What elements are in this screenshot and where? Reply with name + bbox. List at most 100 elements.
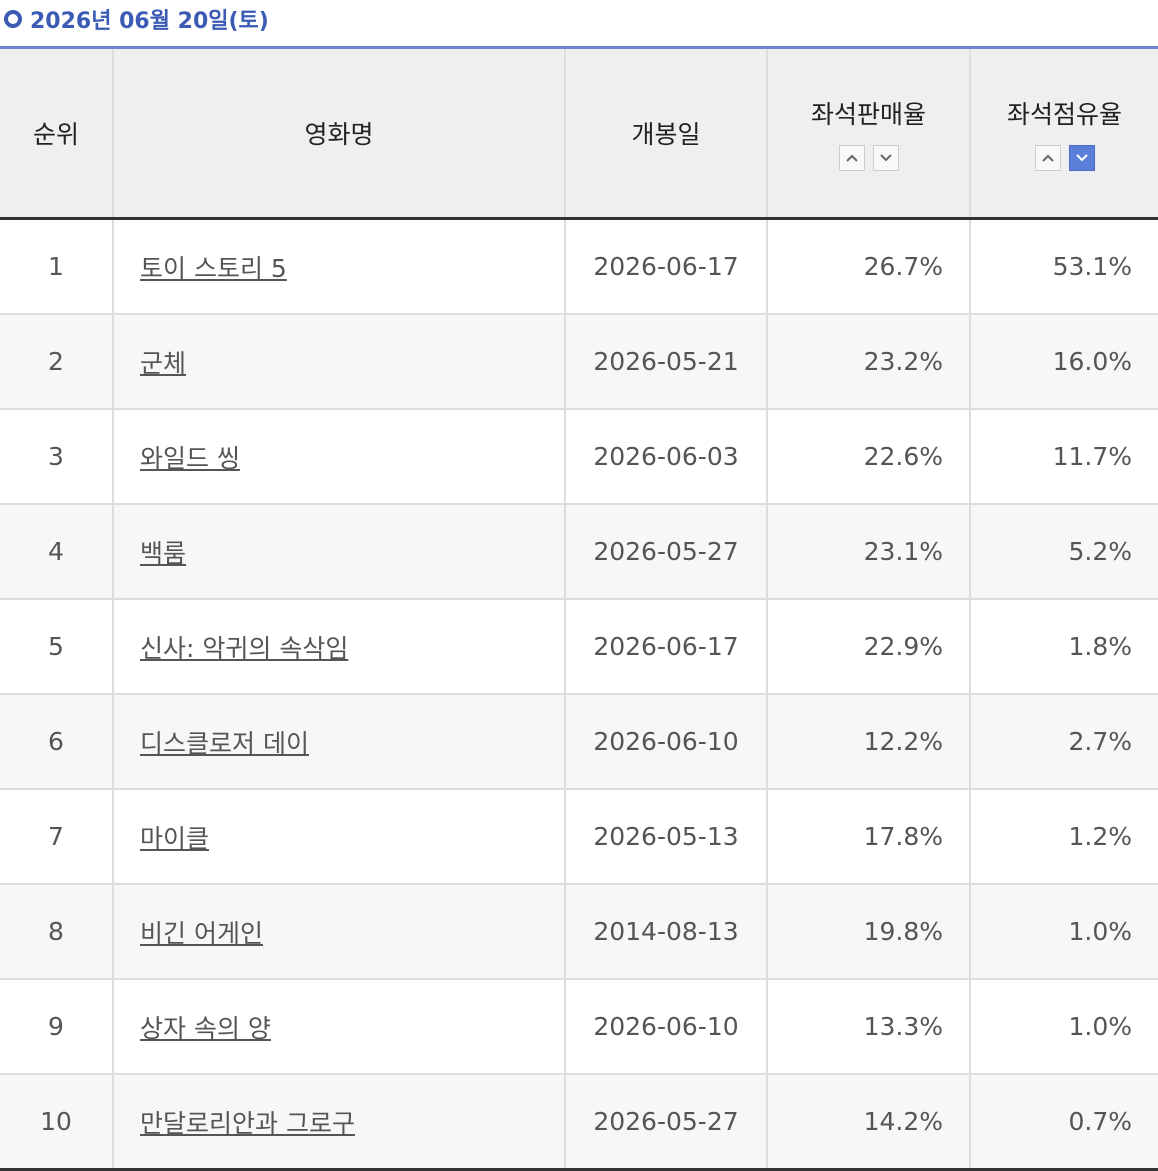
- table-cell: 7: [0, 790, 114, 883]
- header-text: 순위: [32, 120, 79, 149]
- cell-text: 2026-05-27: [593, 1107, 739, 1136]
- cell-text: 19.8%: [863, 917, 943, 946]
- table-row: 6 디스클로저 데이 2026-06-10 12.2% 2.7%: [0, 695, 1158, 790]
- movie-link[interactable]: 와일드 씽: [140, 443, 240, 473]
- bullet-icon: [4, 10, 22, 28]
- header-text: 좌석점유율: [1006, 100, 1122, 129]
- date-heading: 2026년 06월 20일(토): [0, 0, 1158, 46]
- table-cell: 5.2%: [971, 505, 1158, 598]
- table-cell: 5: [0, 600, 114, 693]
- header-cell: 영화명: [114, 49, 566, 217]
- sort-desc[interactable]: [872, 145, 899, 171]
- cell-text: 2026-05-21: [593, 347, 739, 376]
- table-cell: 상자 속의 양: [114, 980, 566, 1073]
- table-cell: 23.2%: [768, 315, 971, 408]
- movie-link[interactable]: 백룸: [140, 538, 187, 568]
- cell-text: 7: [48, 822, 64, 851]
- header-cell: 좌석점유율: [971, 49, 1158, 217]
- table-cell: 19.8%: [768, 885, 971, 978]
- table-cell: 2026-06-17: [566, 600, 768, 693]
- table-cell: 2026-05-27: [566, 505, 768, 598]
- sort-asc[interactable]: [1034, 145, 1061, 171]
- cell-text: 1.0%: [1068, 1012, 1132, 1041]
- header-text: 영화명: [304, 120, 374, 149]
- table-cell: 1: [0, 220, 114, 313]
- cell-text: 2026-06-17: [593, 252, 739, 281]
- table-cell: 2026-06-17: [566, 220, 768, 313]
- cell-text: 14.2%: [863, 1107, 943, 1136]
- sort-asc[interactable]: [838, 145, 865, 171]
- table-cell: 마이클: [114, 790, 566, 883]
- cell-text: 23.1%: [863, 537, 943, 566]
- table-cell: 9: [0, 980, 114, 1073]
- header-text: 개봉일: [631, 120, 701, 149]
- cell-text: 2026-06-10: [593, 1012, 739, 1041]
- down-icon: [1075, 154, 1088, 162]
- cell-text: 1.0%: [1068, 917, 1132, 946]
- sort-desc-active[interactable]: [1068, 145, 1095, 171]
- table-row: 2 군체 2026-05-21 23.2% 16.0%: [0, 315, 1158, 410]
- table-cell: 디스클로저 데이: [114, 695, 566, 788]
- cell-text: 5.2%: [1068, 537, 1132, 566]
- cell-text: 1.2%: [1068, 822, 1132, 851]
- header-cell: 순위: [0, 49, 114, 217]
- table-cell: 2014-08-13: [566, 885, 768, 978]
- up-icon: [1041, 154, 1054, 162]
- cell-text: 26.7%: [863, 252, 943, 281]
- cell-text: 11.7%: [1052, 442, 1132, 471]
- table-cell: 2: [0, 315, 114, 408]
- table-cell: 와일드 씽: [114, 410, 566, 503]
- table-cell: 만달로리안과 그로구: [114, 1075, 566, 1168]
- cell-text: 9: [48, 1012, 64, 1041]
- cell-text: 6: [48, 727, 64, 756]
- table-row: 10 만달로리안과 그로구 2026-05-27 14.2% 0.7%: [0, 1075, 1158, 1171]
- table-row: 9 상자 속의 양 2026-06-10 13.3% 1.0%: [0, 980, 1158, 1075]
- cell-text: 2.7%: [1068, 727, 1132, 756]
- table-row: 5 신사: 악귀의 속삭임 2026-06-17 22.9% 1.8%: [0, 600, 1158, 695]
- table-cell: 비긴 어게인: [114, 885, 566, 978]
- table-cell: 2026-05-21: [566, 315, 768, 408]
- table-cell: 53.1%: [971, 220, 1158, 313]
- table-cell: 6: [0, 695, 114, 788]
- movie-link[interactable]: 비긴 어게인: [140, 918, 263, 948]
- movie-link[interactable]: 상자 속의 양: [140, 1013, 271, 1043]
- cell-text: 17.8%: [863, 822, 943, 851]
- table-cell: 14.2%: [768, 1075, 971, 1168]
- table-cell: 17.8%: [768, 790, 971, 883]
- table-cell: 백룸: [114, 505, 566, 598]
- movie-link[interactable]: 마이클: [140, 823, 210, 853]
- table-cell: 13.3%: [768, 980, 971, 1073]
- table-cell: 신사: 악귀의 속삭임: [114, 600, 566, 693]
- table-cell: 1.2%: [971, 790, 1158, 883]
- up-icon: [845, 154, 858, 162]
- table-cell: 22.6%: [768, 410, 971, 503]
- cell-text: 12.2%: [863, 727, 943, 756]
- header-cell: 개봉일: [566, 49, 768, 217]
- table-cell: 1.0%: [971, 980, 1158, 1073]
- cell-text: 2026-06-03: [593, 442, 739, 471]
- cell-text: 13.3%: [863, 1012, 943, 1041]
- cell-text: 4: [48, 537, 64, 566]
- divider: [0, 46, 1158, 49]
- table-cell: 26.7%: [768, 220, 971, 313]
- sort-buttons: [1034, 145, 1095, 171]
- table-cell: 3: [0, 410, 114, 503]
- movie-link[interactable]: 디스클로저 데이: [140, 728, 309, 758]
- movie-link[interactable]: 군체: [140, 348, 187, 378]
- movie-link[interactable]: 토이 스토리 5: [140, 253, 287, 283]
- cell-text: 5: [48, 632, 64, 661]
- header-cell: 좌석판매율: [768, 49, 971, 217]
- table-row: 8 비긴 어게인 2014-08-13 19.8% 1.0%: [0, 885, 1158, 980]
- cell-text: 8: [48, 917, 64, 946]
- cell-text: 2026-06-10: [593, 727, 739, 756]
- movie-link[interactable]: 신사: 악귀의 속삭임: [140, 633, 349, 663]
- table-row: 1 토이 스토리 5 2026-06-17 26.7% 53.1%: [0, 220, 1158, 315]
- cell-text: 3: [48, 442, 64, 471]
- table-cell: 군체: [114, 315, 566, 408]
- cell-text: 53.1%: [1052, 252, 1132, 281]
- table-row: 4 백룸 2026-05-27 23.1% 5.2%: [0, 505, 1158, 600]
- cell-text: 2026-06-17: [593, 632, 739, 661]
- movie-link[interactable]: 만달로리안과 그로구: [140, 1108, 355, 1138]
- table-body: 1 토이 스토리 5 2026-06-17 26.7% 53.1% 2 군체 2026-05-…: [0, 220, 1158, 1171]
- cell-text: 1.8%: [1068, 632, 1132, 661]
